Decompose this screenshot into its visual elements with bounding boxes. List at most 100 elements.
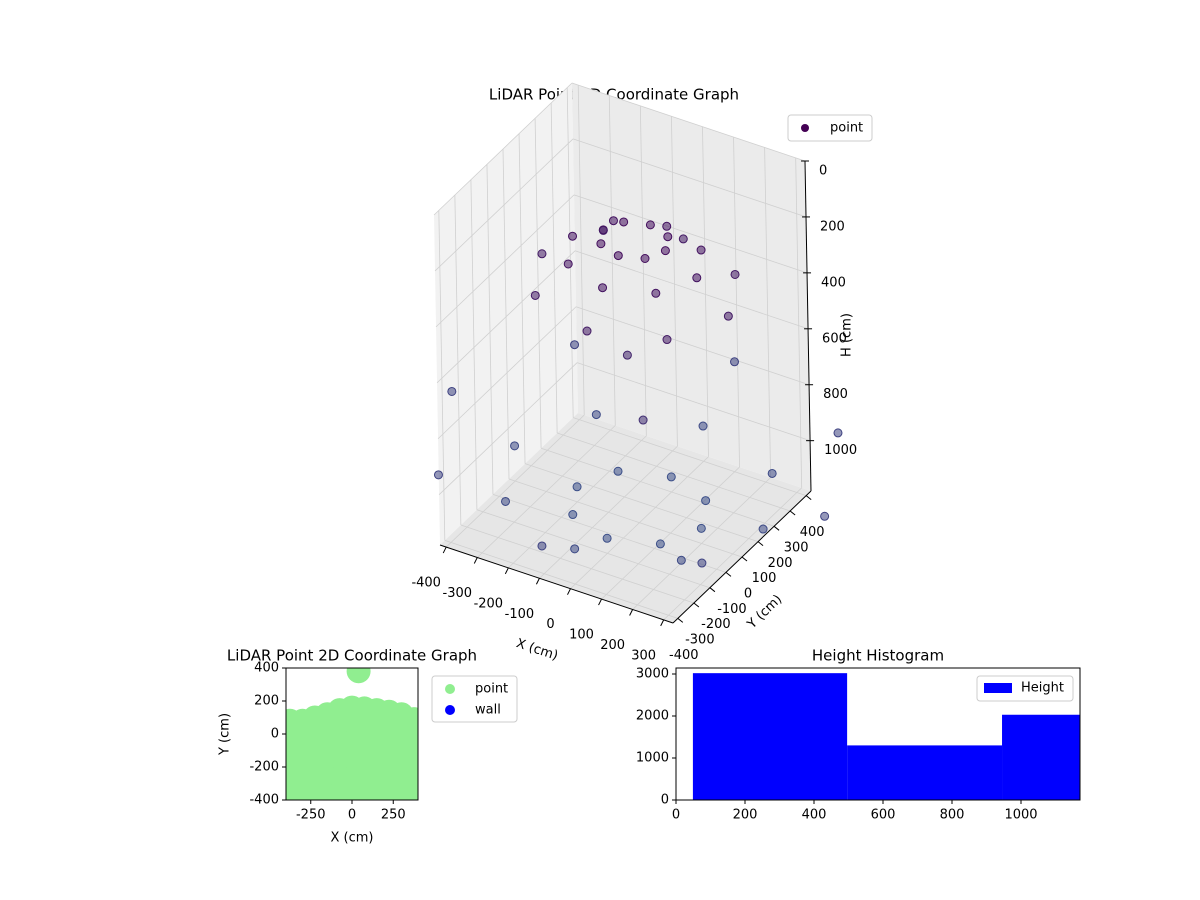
point [640, 254, 650, 264]
tick-mark [693, 602, 700, 608]
tick-mark [660, 619, 665, 627]
grid-line [566, 87, 574, 418]
tick-mark [709, 587, 716, 593]
z-axis [804, 160, 812, 492]
grid-line [502, 148, 510, 480]
point [447, 386, 457, 396]
y-tick-label: 0 [271, 727, 279, 742]
legend-marker [445, 705, 455, 715]
grid-line [702, 126, 709, 457]
x-tick-label: 400 [802, 808, 827, 823]
x-tick-label: -400 [411, 576, 441, 591]
point [401, 707, 418, 732]
y-tick-label: 300 [784, 540, 809, 555]
grid-line [550, 102, 558, 433]
point [723, 311, 733, 321]
tick-mark [442, 546, 447, 554]
tick-mark [535, 578, 540, 585]
point [660, 246, 670, 256]
point [692, 273, 702, 283]
legend-label: point [830, 121, 863, 136]
point [730, 357, 740, 367]
grid-line [733, 137, 740, 468]
bar [847, 745, 1003, 800]
bar [692, 673, 848, 800]
chart-title: LiDAR Point 2D Coordinate Graph [227, 647, 477, 665]
y-tick-label: 400 [800, 525, 825, 540]
point [820, 511, 830, 521]
grid-line [574, 250, 809, 330]
grid-line [573, 194, 808, 274]
tick-mark [773, 525, 780, 531]
y-tick-label: 400 [254, 661, 279, 676]
point [696, 245, 706, 255]
points [433, 216, 843, 568]
pane [572, 83, 811, 491]
chart-title: Height Histogram [812, 647, 944, 665]
y-tick-label: 0 [744, 587, 752, 602]
legend-marker [801, 124, 809, 132]
point [598, 225, 608, 235]
y-tick-label: 2000 [636, 709, 669, 724]
point [602, 533, 612, 543]
grid-line [435, 194, 575, 328]
point [698, 421, 708, 431]
point [537, 249, 547, 259]
grid-line [557, 432, 791, 512]
x-tick-label: 250 [381, 808, 406, 823]
tick-mark [567, 588, 571, 595]
x-tick-label: 600 [871, 808, 896, 823]
point [678, 234, 688, 244]
point [613, 251, 623, 261]
grid-line [518, 133, 526, 464]
x-tick-label: 0 [546, 617, 554, 632]
point [622, 350, 632, 360]
point [613, 466, 623, 476]
points [286, 668, 418, 800]
point [833, 428, 843, 438]
grid-line [639, 105, 647, 436]
grid-line [460, 524, 694, 604]
z-tick-label: 1000 [824, 443, 857, 458]
grid-line [434, 138, 574, 272]
y-tick-label: 100 [752, 571, 777, 586]
point [510, 441, 520, 451]
point [655, 539, 665, 549]
z-tick-label: 0 [819, 164, 827, 179]
plot-frame [675, 667, 1081, 801]
grid-line [524, 463, 759, 543]
grid-line [576, 362, 811, 442]
x-tick-label: 1000 [1004, 808, 1037, 823]
point [563, 259, 573, 269]
point [570, 340, 580, 350]
point [598, 283, 608, 293]
tick-mark [805, 495, 812, 500]
grid-line [575, 306, 810, 386]
point [666, 472, 676, 482]
grid-line [437, 306, 577, 440]
tick-mark [598, 598, 602, 606]
legend-label: Height [1021, 681, 1064, 696]
point [568, 231, 578, 241]
point [701, 496, 711, 506]
y-axis [672, 490, 812, 624]
z-tick-label: 600 [822, 331, 847, 346]
legend-label: point [475, 682, 508, 697]
point [645, 220, 655, 230]
legend-box [976, 675, 1074, 702]
legend-label: wall [475, 703, 501, 718]
x-tick-label: 300 [631, 648, 656, 663]
tick-mark [757, 541, 764, 547]
bar [1002, 714, 1080, 800]
x-tick-label: 800 [940, 808, 965, 823]
point [401, 763, 418, 788]
point [638, 415, 648, 425]
x-axis [439, 544, 674, 624]
y-tick-label: -400 [669, 648, 699, 663]
point [608, 216, 618, 226]
z-axis-label: H (cm) [840, 313, 855, 357]
y-tick-label: -400 [249, 793, 279, 808]
point [433, 470, 443, 480]
z-tick-label: 400 [821, 275, 846, 290]
